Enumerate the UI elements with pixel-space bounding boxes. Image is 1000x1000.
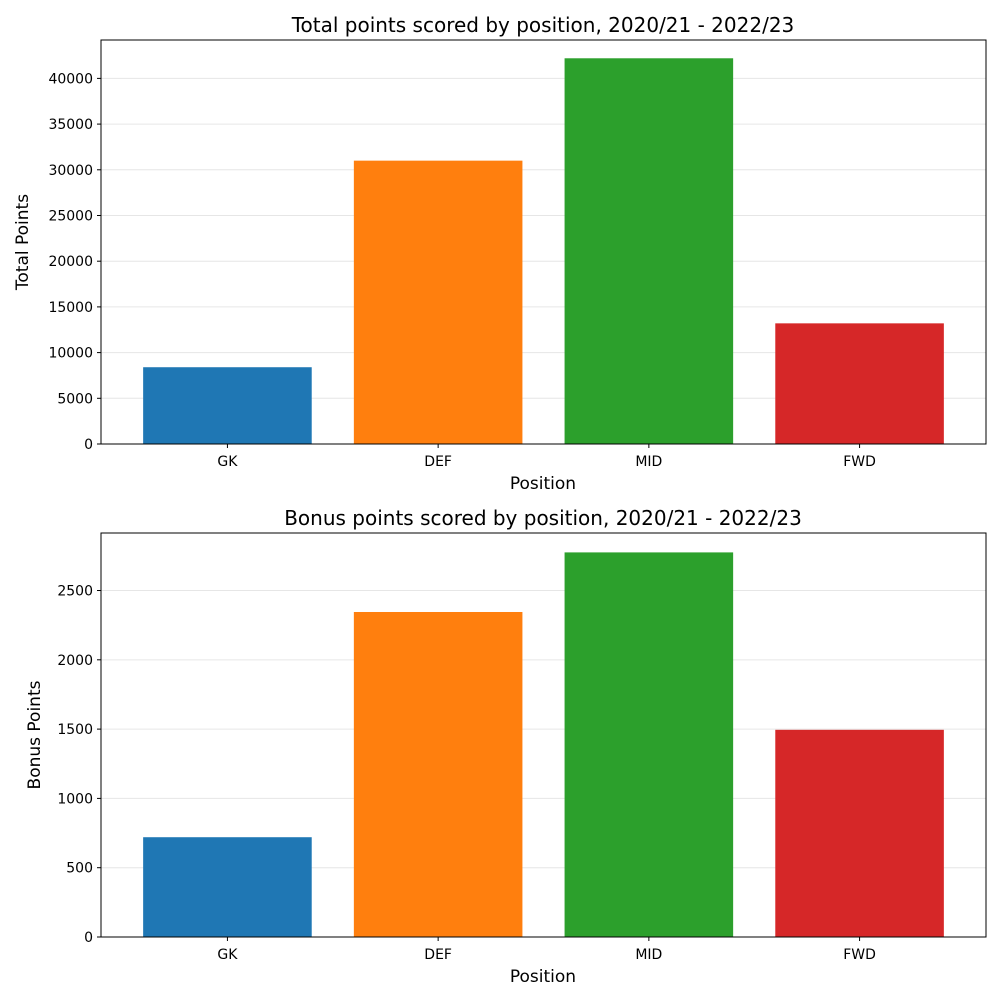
bar-mid bbox=[564, 552, 734, 937]
x-tick-label: DEF bbox=[424, 947, 452, 963]
bar-gk bbox=[143, 837, 312, 937]
y-tick-label: 0 bbox=[84, 930, 93, 946]
y-axis: 0 500 1000 1500 2000 2500 bbox=[57, 584, 101, 946]
bar-fwd bbox=[775, 729, 944, 937]
y-tick-label: 1000 bbox=[57, 791, 93, 807]
total-points-chart: Total points scored by position, 2020/21… bbox=[13, 13, 987, 494]
x-axis-label: Position bbox=[510, 474, 576, 494]
bar-fwd bbox=[775, 323, 944, 444]
y-tick-label: 35000 bbox=[48, 117, 93, 133]
y-axis: 0 5000 10000 15000 20000 25000 30000 35000 40000 bbox=[48, 71, 101, 453]
x-tick-label: GK bbox=[217, 454, 238, 470]
y-tick-label: 0 bbox=[84, 437, 93, 453]
y-tick-label: 40000 bbox=[48, 71, 93, 87]
bar-gk bbox=[143, 367, 312, 444]
y-tick-label: 2500 bbox=[57, 584, 93, 600]
x-axis-label: Position bbox=[510, 967, 576, 987]
y-tick-label: 1500 bbox=[57, 722, 93, 738]
bars bbox=[143, 58, 944, 444]
bar-def bbox=[353, 160, 523, 444]
x-tick-label: FWD bbox=[843, 454, 876, 470]
y-tick-label: 10000 bbox=[48, 346, 93, 362]
plot-frame bbox=[100, 39, 987, 445]
y-tick-label: 25000 bbox=[48, 208, 93, 224]
x-tick-label: MID bbox=[635, 454, 662, 470]
chart-title: Bonus points scored by position, 2020/21… bbox=[284, 506, 802, 530]
y-axis-label: Total Points bbox=[13, 194, 33, 291]
y-tick-label: 20000 bbox=[48, 254, 93, 270]
chart-title: Total points scored by position, 2020/21… bbox=[291, 13, 795, 37]
y-tick-label: 30000 bbox=[48, 163, 93, 179]
x-tick-label: MID bbox=[635, 947, 662, 963]
x-tick-label: DEF bbox=[424, 454, 452, 470]
x-tick-label: FWD bbox=[843, 947, 876, 963]
bars bbox=[143, 552, 944, 937]
y-tick-label: 500 bbox=[66, 861, 93, 877]
y-tick-label: 5000 bbox=[57, 391, 93, 407]
grid-lines bbox=[101, 77, 986, 399]
x-axis: GK DEF MID FWD bbox=[217, 937, 876, 963]
bonus-points-chart: Bonus points scored by position, 2020/21… bbox=[25, 506, 987, 987]
bar-mid bbox=[564, 58, 734, 444]
plot-frame bbox=[100, 532, 987, 938]
bar-def bbox=[353, 611, 523, 937]
x-tick-label: GK bbox=[217, 947, 238, 963]
y-axis-label: Bonus Points bbox=[25, 680, 45, 789]
y-tick-label: 2000 bbox=[57, 653, 93, 669]
x-axis: GK DEF MID FWD bbox=[217, 444, 876, 470]
y-tick-label: 15000 bbox=[48, 300, 93, 316]
